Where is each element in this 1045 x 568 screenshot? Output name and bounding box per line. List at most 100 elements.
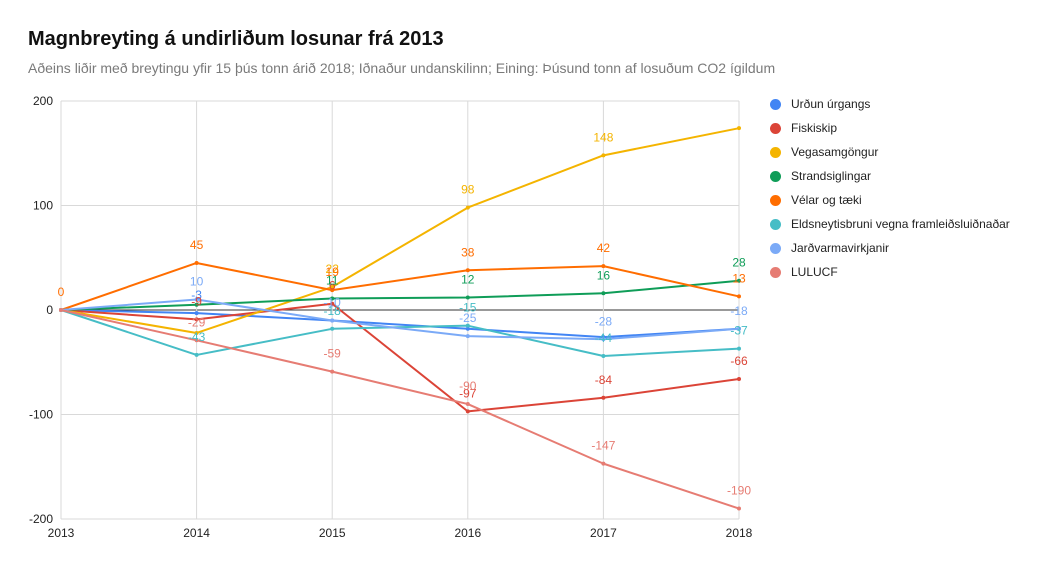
series-line xyxy=(60,309,740,339)
data-label: -18 xyxy=(730,304,748,318)
y-tick-label: 0 xyxy=(46,303,53,317)
data-label: -3 xyxy=(191,288,202,302)
data-label: 11 xyxy=(326,274,339,288)
x-tick-label: 2017 xyxy=(590,526,617,540)
data-label: 0 xyxy=(58,285,65,299)
data-point xyxy=(194,311,199,316)
data-point xyxy=(194,352,199,357)
data-label: -97 xyxy=(459,386,477,400)
data-point xyxy=(330,288,335,293)
data-label: -28 xyxy=(595,314,613,328)
data-point xyxy=(601,264,606,269)
data-point xyxy=(465,323,470,328)
data-point xyxy=(465,334,470,339)
legend-item: Strandsiglingar xyxy=(770,164,1010,188)
data-point xyxy=(737,326,741,331)
data-point xyxy=(330,318,335,323)
legend-swatch xyxy=(770,146,781,158)
legend-label: Urðun úrgangs xyxy=(791,97,871,111)
data-label: -147 xyxy=(591,439,615,453)
data-point xyxy=(737,126,741,131)
data-point xyxy=(330,285,335,290)
data-label: -29 xyxy=(188,315,206,329)
x-tick-label: 2015 xyxy=(319,526,346,540)
legend-label: Jarðvarmavirkjanir xyxy=(791,241,890,255)
data-label: 45 xyxy=(190,238,204,252)
data-label: 6 xyxy=(329,279,336,293)
legend-item: Vegasamgöngur xyxy=(770,140,1010,164)
data-label: 12 xyxy=(461,272,475,286)
x-tick-label: 2013 xyxy=(48,526,75,540)
legend-swatch xyxy=(770,218,781,230)
legend-item: Eldsneytisbruni vegna framleiðsluiðnaðar xyxy=(770,212,1010,236)
x-tick-label: 2018 xyxy=(726,526,753,540)
data-label: -37 xyxy=(730,324,748,338)
data-point xyxy=(737,376,741,381)
series-line xyxy=(60,127,740,334)
data-label: 42 xyxy=(597,241,611,255)
data-labels: -3-9 6 -97 -84 -66 22 98 148 11 12 16 28 0 45 19 38 42 13… xyxy=(58,130,752,497)
legend-swatch xyxy=(770,266,781,278)
legend-item: Fiskiskip xyxy=(770,116,1010,140)
data-point xyxy=(330,301,335,306)
y-tick-label: -100 xyxy=(29,408,53,422)
y-tick-label: -200 xyxy=(29,512,53,526)
series-line xyxy=(60,279,740,311)
data-label: -59 xyxy=(324,347,342,361)
data-point xyxy=(601,395,606,400)
legend-swatch xyxy=(770,194,781,206)
data-label: 16 xyxy=(597,268,611,282)
data-point xyxy=(465,326,470,331)
data-point xyxy=(465,409,470,414)
data-label: -25 xyxy=(459,311,477,325)
data-point xyxy=(737,506,741,511)
grid xyxy=(60,100,740,520)
data-label: -44 xyxy=(595,331,613,345)
legend-label: Vegasamgöngur xyxy=(791,145,879,159)
data-point xyxy=(737,346,741,351)
data-label: -43 xyxy=(188,330,206,344)
data-point xyxy=(330,369,335,374)
data-label: -90 xyxy=(459,379,477,393)
data-label: 19 xyxy=(326,265,340,279)
series-layer xyxy=(59,126,741,511)
data-point xyxy=(465,402,470,407)
legend-label: LULUCF xyxy=(791,265,838,279)
series-line xyxy=(60,309,740,510)
data-point xyxy=(465,205,470,210)
data-point xyxy=(59,308,63,312)
series-line xyxy=(60,309,740,357)
data-point xyxy=(194,297,199,302)
legend-swatch xyxy=(770,242,781,254)
x-tick-label: 2016 xyxy=(454,526,481,540)
data-label: -10 xyxy=(324,295,342,309)
data-point xyxy=(737,278,741,283)
data-point xyxy=(465,295,470,300)
series-line xyxy=(60,261,740,311)
x-tick-label: 2014 xyxy=(183,526,210,540)
legend-swatch xyxy=(770,98,781,110)
legend-label: Vélar og tæki xyxy=(791,193,862,207)
data-point xyxy=(601,291,606,296)
series-line xyxy=(60,302,740,413)
data-label: 148 xyxy=(593,130,613,144)
data-label: -15 xyxy=(459,301,477,315)
data-point xyxy=(194,260,199,265)
legend-swatch xyxy=(770,122,781,134)
data-label: 10 xyxy=(190,275,204,289)
data-point xyxy=(737,294,741,299)
data-point xyxy=(194,302,199,307)
data-label: -18 xyxy=(324,304,342,318)
data-point xyxy=(601,337,606,342)
data-point xyxy=(330,326,335,331)
legend-item: Urðun úrgangs xyxy=(770,92,1010,116)
data-point xyxy=(601,461,606,466)
data-label: -66 xyxy=(730,354,748,368)
data-point xyxy=(601,153,606,158)
legend-item: LULUCF xyxy=(770,260,1010,284)
data-label: -190 xyxy=(727,484,751,498)
data-label: 98 xyxy=(461,183,475,197)
data-label: 38 xyxy=(461,245,475,259)
